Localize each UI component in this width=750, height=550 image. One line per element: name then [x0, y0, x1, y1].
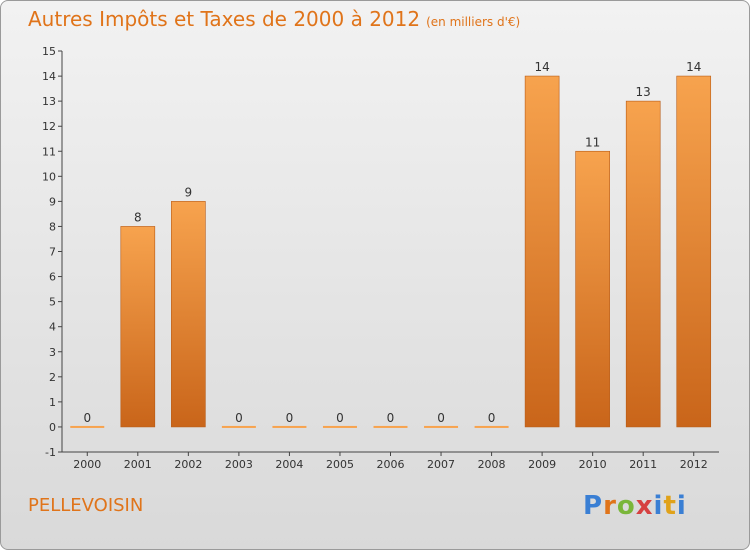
logo-letter: o	[616, 491, 636, 521]
data-label: 0	[235, 411, 243, 425]
y-tick-label: 4	[49, 321, 56, 334]
x-tick-label: 2009	[528, 458, 556, 471]
data-label: 9	[185, 185, 193, 199]
bar	[625, 100, 661, 428]
y-tick-label: 0	[49, 421, 56, 434]
data-label: 14	[534, 60, 549, 74]
bar	[221, 425, 256, 428]
y-tick-label: 7	[49, 246, 56, 259]
x-tick-label: 2004	[275, 458, 303, 471]
data-label: 11	[585, 135, 600, 149]
bar	[272, 425, 307, 428]
x-tick-label: 2001	[124, 458, 152, 471]
city-name: PELLEVOISIN	[28, 495, 144, 516]
bar	[524, 75, 560, 428]
bar	[474, 425, 509, 428]
y-tick-label: 14	[42, 70, 56, 83]
title-text: Autres Impôts et Taxes de 2000 à 2012	[28, 7, 421, 31]
y-tick-label: 2	[49, 371, 56, 384]
bar	[322, 425, 357, 428]
y-tick-label: 6	[49, 271, 56, 284]
x-tick-label: 2003	[225, 458, 253, 471]
bar	[120, 226, 156, 428]
y-tick-label: 15	[42, 45, 56, 58]
bar	[676, 75, 712, 428]
x-tick-label: 2005	[326, 458, 354, 471]
bar	[575, 150, 610, 428]
y-tick-label: 11	[42, 145, 56, 158]
data-label: 0	[83, 411, 91, 425]
logo-letter: i	[653, 491, 664, 521]
data-label: 0	[286, 411, 294, 425]
logo-letter: r	[603, 491, 617, 521]
proxiti-logo[interactable]: Proxiti	[583, 491, 687, 521]
x-tick-label: 2011	[629, 458, 657, 471]
data-label: 13	[636, 85, 651, 99]
data-label: 0	[336, 411, 344, 425]
data-label: 0	[387, 411, 395, 425]
logo-letter: t	[663, 491, 677, 521]
x-tick-label: 2002	[174, 458, 202, 471]
y-tick-label: 13	[42, 95, 56, 108]
y-tick-label: 9	[49, 195, 56, 208]
data-label: 0	[488, 411, 496, 425]
x-tick-label: 2000	[73, 458, 101, 471]
y-tick-label: 10	[42, 170, 56, 183]
title-unit: (en milliers d'€)	[426, 15, 521, 29]
data-label: 8	[134, 210, 142, 224]
logo-letter: x	[635, 491, 654, 521]
data-label: 0	[437, 411, 445, 425]
x-tick-label: 2010	[579, 458, 607, 471]
y-tick-label: 12	[42, 120, 56, 133]
y-tick-label: -1	[45, 446, 56, 459]
bar	[424, 425, 459, 428]
y-tick-label: 5	[49, 296, 56, 309]
bar	[171, 201, 206, 428]
bar	[373, 425, 408, 428]
x-tick-label: 2008	[478, 458, 506, 471]
y-tick-label: 3	[49, 346, 56, 359]
logo-letter: i	[676, 491, 687, 521]
logo-letter: P	[583, 491, 604, 521]
y-tick-label: 8	[49, 220, 56, 233]
x-tick-label: 2012	[680, 458, 708, 471]
x-tick-label: 2006	[377, 458, 405, 471]
chart-title: Autres Impôts et Taxes de 2000 à 2012 (en…	[28, 7, 520, 31]
bar	[70, 425, 105, 428]
y-tick-label: 1	[49, 396, 56, 409]
x-tick-label: 2007	[427, 458, 455, 471]
data-label: 14	[686, 60, 701, 74]
